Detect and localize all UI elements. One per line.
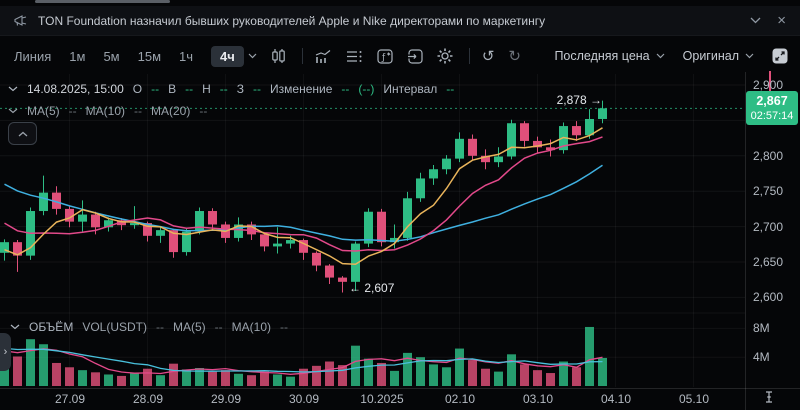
low-label: Н: [202, 82, 211, 96]
change-pct-value: (--): [358, 82, 375, 96]
high-label: В: [168, 82, 177, 96]
chevron-down-icon: [745, 53, 754, 59]
timeframe-15m-button[interactable]: 15м: [137, 48, 162, 64]
collapse-panel-button[interactable]: [8, 122, 37, 145]
indicators-icon[interactable]: [315, 49, 332, 64]
high-price-annotation: 2,878 →: [556, 93, 602, 107]
volume-ma10-label: MA(10): [231, 320, 272, 334]
legend-collapse-chevron-icon[interactable]: [8, 86, 18, 92]
interval-label: Интервал: [383, 82, 438, 96]
price-axis-label: 2,800: [753, 149, 784, 163]
candle-countdown: 02:57:14: [750, 109, 794, 122]
open-label: О: [132, 82, 143, 96]
timeframe-dropdown-chevron-icon[interactable]: [248, 53, 257, 59]
settings-gear-icon[interactable]: [437, 48, 453, 64]
scale-mode-dropdown[interactable]: Оригинал: [683, 49, 754, 63]
low-price-annotation: ← 2,607: [349, 281, 395, 295]
indicator-settings-icon[interactable]: [346, 50, 363, 63]
time-axis-label: 05.10: [678, 392, 710, 406]
open-value: --: [151, 82, 160, 96]
toolbar-separator: [301, 48, 303, 64]
price-axis-label: 2,750: [753, 184, 784, 198]
price-axis-label: 2,700: [753, 220, 784, 234]
banner-expand-chevron-icon[interactable]: [750, 17, 761, 24]
banner-close-icon[interactable]: ×: [777, 12, 786, 29]
price-axis-label: 2,900: [753, 78, 784, 92]
high-value: --: [185, 82, 194, 96]
price-mode-label: Последняя цена: [554, 49, 650, 63]
volume-title: ОБЪЁМ: [29, 320, 74, 334]
low-value: --: [219, 82, 228, 96]
change-value: --: [341, 82, 350, 96]
time-axis-label: 03.10: [522, 392, 554, 406]
ma-legend: MA(5) -- MA(10) -- MA(20) --: [8, 104, 207, 118]
ma20-value: --: [199, 104, 208, 118]
save-layout-icon[interactable]: [407, 48, 423, 64]
change-label: Изменение: [270, 82, 333, 96]
close-value: --: [253, 82, 262, 96]
svg-text:ƒ: ƒ: [381, 53, 386, 63]
chart-toolbar: Линия 1м 5м 15м 1ч 4ч ƒ ↺ ↻: [0, 42, 800, 70]
volume-vol-value: --: [156, 320, 164, 334]
candlestick-style-icon[interactable]: [271, 48, 286, 64]
time-axis-label: 29.09: [210, 392, 242, 406]
price-volume-chart-canvas[interactable]: [0, 70, 800, 410]
ma5-value: --: [68, 104, 77, 118]
undo-icon[interactable]: ↺: [481, 47, 495, 65]
timeframe-1h-button[interactable]: 1ч: [179, 48, 194, 64]
volume-vol-label: VOL(USDT): [82, 320, 147, 334]
volume-ma10-value: --: [280, 320, 289, 334]
ohlc-legend: 14.08.2025, 15:00 О -- В -- Н -- З -- Из…: [8, 82, 454, 96]
toolbar-separator: [468, 48, 470, 64]
ma-legend-chevron-icon[interactable]: [8, 108, 18, 114]
ma10-value: --: [134, 104, 143, 118]
chevron-down-icon: [656, 53, 665, 59]
timeframe-4h-button-active[interactable]: 4ч: [211, 45, 244, 67]
interval-value: --: [446, 82, 455, 96]
banner-text: TON Foundation назначил бывших руководит…: [38, 13, 546, 28]
chevron-up-icon: [18, 131, 27, 136]
ohlc-date: 14.08.2025, 15:00: [27, 82, 124, 96]
timeframe-5m-button[interactable]: 5м: [103, 48, 120, 64]
price-mode-dropdown[interactable]: Последняя цена: [554, 49, 665, 63]
scale-mode-label: Оригинал: [682, 49, 739, 63]
volume-axis-label: 4M: [753, 350, 770, 364]
price-axis-label: 2,600: [753, 290, 784, 304]
chart-area[interactable]: 14.08.2025, 15:00 О -- В -- Н -- З -- Из…: [0, 70, 800, 410]
time-axis-label: 27.09: [54, 392, 86, 406]
last-price-value: 2,867: [756, 94, 788, 109]
time-axis-label: 30.09: [288, 392, 320, 406]
ma10-label: MA(10): [85, 104, 126, 118]
last-price-badge: 2,867 02:57:14: [746, 91, 798, 126]
time-axis-label: 28.09: [132, 392, 164, 406]
volume-legend-chevron-icon[interactable]: [10, 324, 20, 330]
chart-type-button[interactable]: Линия: [14, 48, 52, 64]
volume-ma5-value: --: [214, 320, 223, 334]
banner-progress-bar: [35, 0, 170, 3]
time-axis-label: 04.10: [600, 392, 632, 406]
ma20-label: MA(20): [151, 104, 191, 118]
side-panel-handle[interactable]: ›: [0, 333, 11, 371]
volume-legend: ОБЪЁМ VOL(USDT) -- MA(5) -- MA(10) --: [10, 320, 288, 334]
redo-icon[interactable]: ↻: [508, 47, 521, 65]
volume-axis-label: 8M: [753, 321, 770, 335]
time-axis-label: 10.2025: [360, 392, 404, 406]
time-axis-label: 02.10: [444, 392, 476, 406]
fullscreen-icon[interactable]: [772, 48, 788, 64]
axis-scale-ibeam-icon[interactable]: [763, 390, 775, 409]
news-banner[interactable]: TON Foundation назначил бывших руководит…: [0, 6, 800, 36]
formula-icon[interactable]: ƒ: [377, 48, 393, 64]
close-label: З: [236, 82, 245, 96]
price-axis-label: 2,650: [753, 255, 784, 269]
timeframe-1m-button[interactable]: 1м: [69, 48, 86, 64]
ma5-label: MA(5): [27, 104, 60, 118]
megaphone-icon: [14, 14, 28, 27]
volume-ma5-label: MA(5): [173, 320, 206, 334]
